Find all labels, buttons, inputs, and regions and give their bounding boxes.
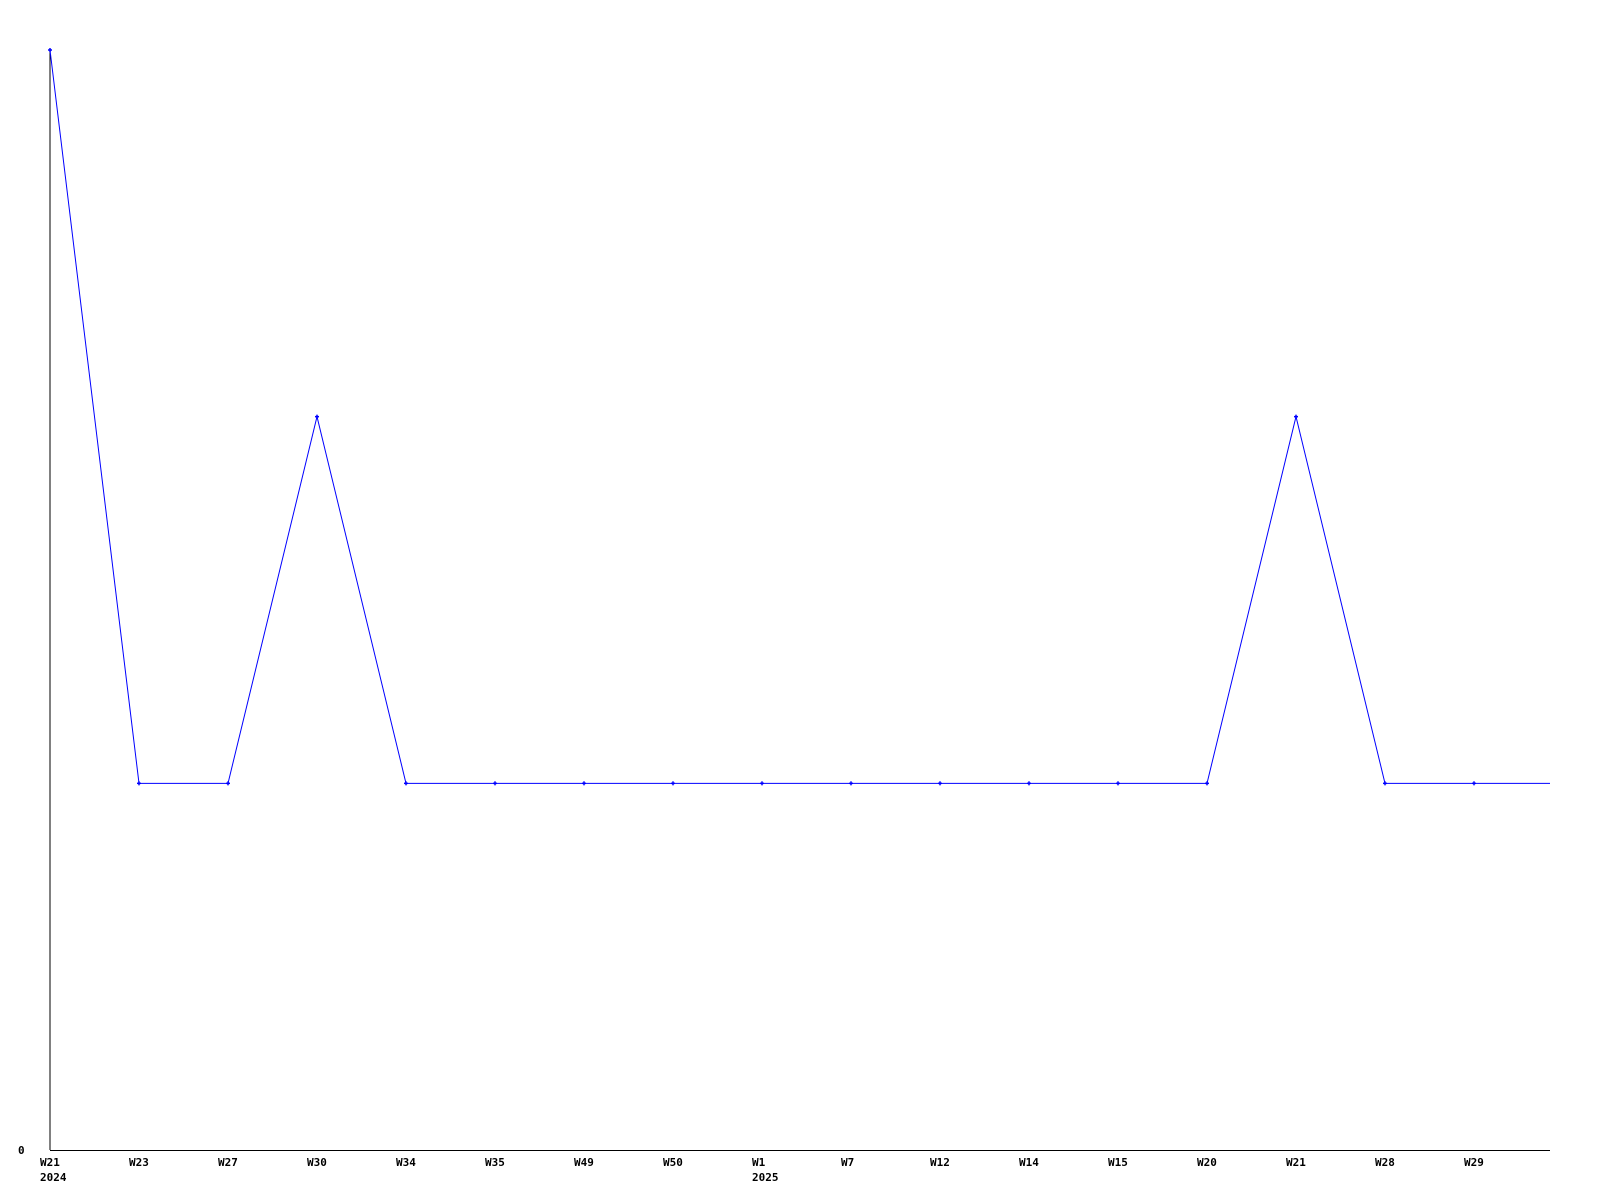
data-point <box>1472 781 1476 786</box>
tick-labels: 0 W21 W23 W27 W30 W34 W35 W49 W50 W1 W7 W12 W14 W15 W2… <box>18 1144 1484 1184</box>
x-tick-label: W14 <box>1019 1156 1039 1169</box>
data-point <box>48 48 52 52</box>
x-tick-label: W30 <box>307 1156 327 1169</box>
data-point <box>849 781 853 786</box>
x-tick-label: W15 <box>1108 1156 1128 1169</box>
data-point <box>493 781 497 786</box>
x-tick-label: W20 <box>1197 1156 1217 1169</box>
x-tick-label: W21 <box>1286 1156 1306 1169</box>
data-point <box>671 781 675 786</box>
data-point <box>1294 414 1298 419</box>
series-line <box>48 48 1550 786</box>
data-point <box>1027 781 1031 786</box>
data-point <box>1205 781 1209 786</box>
data-point <box>582 781 586 786</box>
series-line-path <box>49 49 1550 784</box>
x-tick-label: W50 <box>663 1156 683 1169</box>
year-label: 2025 <box>752 1171 779 1184</box>
data-point <box>760 781 764 786</box>
x-tick-label: W49 <box>574 1156 594 1169</box>
axes <box>49 50 1550 1151</box>
x-tick-label: W23 <box>129 1156 149 1169</box>
y-tick-label: 0 <box>18 1144 25 1157</box>
data-point <box>137 781 141 786</box>
data-point <box>404 781 408 786</box>
x-tick-label: W12 <box>930 1156 950 1169</box>
data-point <box>226 781 230 786</box>
x-tick-label: W1 <box>752 1156 766 1169</box>
data-point <box>315 414 319 419</box>
x-tick-label: W27 <box>218 1156 238 1169</box>
x-tick-label: W34 <box>396 1156 416 1169</box>
x-tick-label: W29 <box>1464 1156 1484 1169</box>
data-point <box>1383 781 1387 786</box>
x-tick-label: W7 <box>841 1156 854 1169</box>
year-label: 2024 <box>40 1171 67 1184</box>
data-point <box>1116 781 1120 786</box>
x-tick-label: W35 <box>485 1156 505 1169</box>
data-point <box>938 781 942 786</box>
x-tick-label: W21 <box>40 1156 60 1169</box>
x-tick-label: W28 <box>1375 1156 1395 1169</box>
